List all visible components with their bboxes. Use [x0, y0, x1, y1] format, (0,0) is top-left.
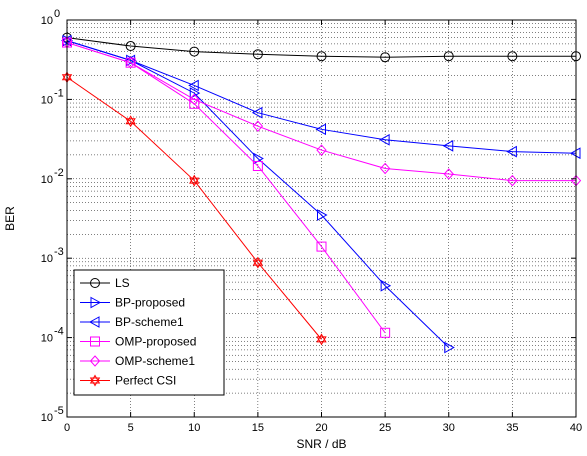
data-point-perfect-csi-part	[252, 259, 264, 269]
data-point-perfect-csi	[125, 115, 136, 128]
legend-item-perfect-csi: Perfect CSI	[80, 374, 176, 388]
legend-label: BP-scheme1	[115, 315, 184, 329]
y-tick-label: 10	[41, 253, 53, 265]
data-point-ls	[252, 49, 263, 60]
series-layer	[60, 32, 582, 354]
x-tick-label: 35	[506, 422, 518, 434]
data-point-perfect-csi-part	[316, 336, 327, 346]
data-point-bp-proposed	[317, 209, 328, 221]
legend-swatch-marker	[90, 336, 100, 347]
data-point-bp-scheme1	[506, 145, 517, 158]
data-point-omp-scheme1	[316, 144, 327, 156]
legend-label: Perfect CSI	[115, 374, 176, 388]
data-point-perfect-csi	[189, 174, 200, 187]
y-tick-exponent: -5	[54, 405, 64, 417]
data-point-omp-proposed	[380, 327, 391, 338]
y-tick-label: 10	[41, 94, 53, 106]
data-point-omp-proposed	[316, 241, 327, 252]
x-tick-label: 20	[315, 422, 327, 434]
legend-swatch-marker-part	[89, 374, 101, 384]
data-point-ls	[507, 51, 518, 62]
x-tick-label: 25	[379, 422, 391, 434]
y-tick-exponent: -4	[54, 326, 64, 338]
data-point-ls	[443, 51, 454, 62]
data-point-ls	[316, 51, 327, 62]
data-point-perfect-csi-part	[252, 256, 264, 266]
data-point-omp-scheme1	[379, 162, 391, 175]
y-tick-label: 10	[41, 412, 53, 424]
data-point-perfect-csi	[316, 333, 327, 346]
legend-label: OMP-scheme1	[115, 354, 195, 368]
data-point-bp-scheme1	[442, 140, 454, 152]
data-point-bp-scheme1	[251, 106, 263, 119]
x-tick-label: 0	[64, 422, 70, 434]
y-tick-exponent: 0	[54, 8, 60, 20]
y-tick-label: 10	[41, 15, 53, 27]
y-tick-label: 10	[41, 174, 53, 186]
legend-swatch-marker	[90, 296, 102, 309]
x-tick-label: 40	[570, 422, 582, 434]
x-tick-label: 15	[252, 422, 264, 434]
legend-swatch-marker	[89, 374, 101, 387]
data-point-perfect-csi-part	[125, 115, 136, 125]
legend-swatch-marker-part	[89, 377, 101, 387]
data-point-ls	[189, 46, 200, 57]
y-tick-label: 10	[41, 333, 53, 345]
x-tick-label: 30	[443, 422, 455, 434]
data-point-bp-scheme1	[315, 123, 326, 136]
legend-item-ls: LS	[80, 276, 130, 290]
data-point-omp-scheme1	[189, 93, 200, 106]
data-point-ls	[125, 41, 136, 52]
x-axis-label: SNR / dB	[296, 437, 346, 451]
y-tick-exponent: -2	[54, 167, 64, 179]
data-point-perfect-csi-part	[189, 177, 200, 187]
series-line-ls	[66, 37, 576, 58]
legend-swatch-marker	[88, 316, 100, 328]
y-axis-label: BER	[3, 206, 17, 231]
data-point-ls	[380, 52, 391, 63]
legend-box	[73, 269, 225, 396]
legend-item-bp-proposed: BP-proposed	[80, 296, 185, 310]
legend-item-bp-scheme1: BP-scheme1	[80, 315, 184, 329]
data-point-bp-proposed	[444, 341, 455, 354]
data-point-bp-proposed	[380, 279, 392, 292]
legend-item-omp-proposed: OMP-proposed	[80, 335, 196, 349]
series-line-bp-scheme1	[66, 40, 577, 154]
legend: LS BP-proposed BP-scheme1 OMP-proposed OMP-s…	[73, 269, 225, 396]
data-point-omp-scheme1	[443, 168, 454, 180]
legend-swatch-marker	[90, 278, 100, 288]
legend-label: BP-proposed	[115, 296, 185, 310]
data-point-omp-scheme1	[507, 174, 518, 187]
data-point-bp-scheme1	[188, 79, 199, 92]
y-tick-exponent: -1	[54, 87, 64, 99]
legend-item-omp-scheme1: OMP-scheme1	[80, 354, 195, 368]
legend-label: OMP-proposed	[115, 335, 196, 349]
data-point-omp-scheme1	[252, 120, 264, 132]
data-point-perfect-csi-part	[316, 333, 327, 343]
data-point-omp-scheme1	[125, 56, 136, 69]
x-tick-labels: 0 5 10 15 20 25 30 35 40	[64, 422, 582, 434]
y-tick-exponent: -3	[54, 246, 64, 258]
legend-swatch-marker	[89, 355, 101, 367]
data-point-bp-scheme1	[379, 133, 390, 146]
data-point-perfect-csi	[252, 256, 264, 269]
ticks	[66, 19, 577, 418]
series-line-omp-scheme1	[66, 42, 576, 182]
x-tick-label: 5	[128, 422, 134, 434]
data-point-perfect-csi-part	[189, 174, 200, 184]
data-point-omp-proposed	[252, 160, 263, 171]
series-line-perfect-csi	[66, 76, 322, 340]
x-tick-label: 10	[188, 422, 200, 434]
legend-label: LS	[115, 276, 130, 290]
data-point-perfect-csi-part	[125, 118, 136, 128]
